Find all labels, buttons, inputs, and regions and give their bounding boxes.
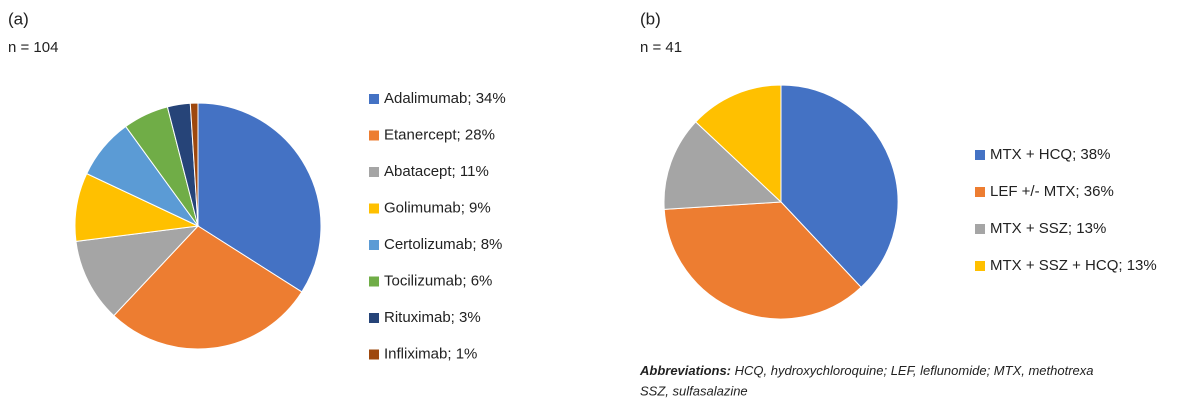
legend-label: MTX + SSZ + HCQ; 13% — [990, 257, 1157, 274]
legend-label: Abatacept; 11% — [384, 163, 489, 180]
pie-slice — [189, 102, 199, 227]
legend-swatch — [975, 224, 985, 234]
pie-slice — [695, 84, 782, 204]
panel-label: (b) — [640, 9, 661, 28]
legend-label: Golimumab; 9% — [384, 199, 491, 216]
legend-swatch — [369, 313, 379, 323]
legend-swatch — [369, 349, 379, 360]
legend-swatch — [975, 150, 985, 160]
legend-label: MTX + HCQ; 38% — [990, 146, 1110, 163]
note: Abbreviations: HCQ, hydroxychloroquine; … — [639, 363, 1094, 378]
note-text: HCQ, hydroxychloroquine; LEF, leflunomid… — [731, 363, 1093, 378]
legend-swatch — [975, 261, 985, 271]
legend-label: Certolizumab; 8% — [384, 236, 502, 253]
pie-slice — [75, 225, 200, 317]
legend-swatch — [369, 203, 379, 214]
legend-label: MTX + SSZ; 13% — [990, 220, 1106, 237]
pie-slice — [197, 102, 322, 293]
legend-swatch — [369, 167, 379, 177]
pie-slice — [113, 225, 303, 350]
legend-label: Infliximab; 1% — [384, 345, 477, 362]
panel-label: (a) — [8, 9, 29, 28]
legend-label: Etanercept; 28% — [384, 126, 495, 143]
legend-swatch — [369, 130, 379, 141]
legend-label: Adalimumab; 34% — [384, 90, 506, 107]
legend-swatch — [975, 187, 985, 197]
note-text: SSZ, sulfasalazine — [640, 383, 748, 398]
sample-size: n = 104 — [8, 39, 58, 56]
sample-size: n = 41 — [640, 39, 682, 56]
legend-swatch — [369, 94, 379, 104]
pie-slice — [663, 201, 862, 320]
legend-swatch — [369, 240, 379, 250]
legend-label: Tocilizumab; 6% — [384, 272, 492, 289]
pie-slice — [780, 84, 899, 288]
legend-label: LEF +/- MTX; 36% — [990, 183, 1114, 200]
pie-slice — [663, 121, 783, 210]
legend-swatch — [369, 276, 379, 287]
note-label: Abbreviations: — [639, 363, 731, 378]
legend-label: Rituximab; 3% — [384, 309, 481, 326]
